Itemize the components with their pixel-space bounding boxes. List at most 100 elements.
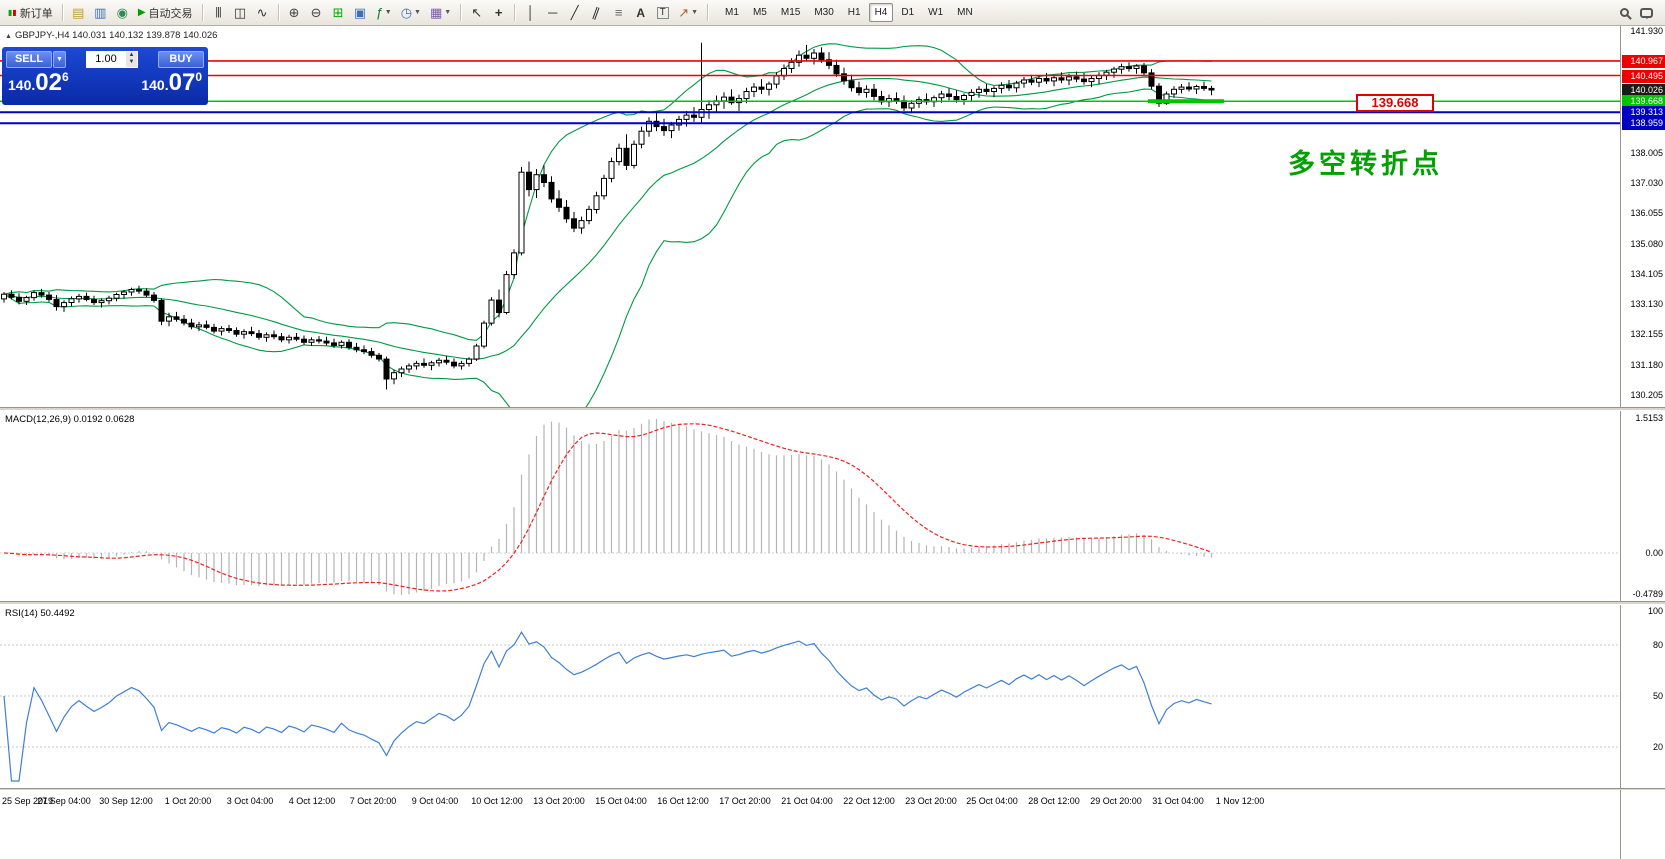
- volume-input[interactable]: [86, 50, 126, 68]
- timeframe-m30[interactable]: M30: [814, 7, 834, 18]
- play-icon: ▶: [137, 6, 146, 18]
- timeframe-h4[interactable]: H4: [868, 3, 894, 22]
- channel-button[interactable]: ∥: [586, 2, 607, 24]
- timeframe-w1[interactable]: W1: [928, 7, 944, 18]
- chevron-down-icon: ▼: [414, 9, 421, 16]
- time-axis-label: 23 Oct 20:00: [905, 796, 957, 806]
- macd-pane[interactable]: [0, 411, 1620, 601]
- line-chart-button[interactable]: ∿: [252, 2, 273, 24]
- price-scale-label: 135.080: [1630, 239, 1663, 249]
- autotrading-label: 自动交易: [148, 7, 193, 20]
- bar-chart-button[interactable]: |||: [208, 2, 229, 24]
- candlestick-chart-button[interactable]: ◫: [230, 2, 251, 24]
- cursor-button[interactable]: ↖: [466, 2, 487, 24]
- chart-annotation-text[interactable]: 多空转折点: [1288, 149, 1443, 179]
- volume-down-button[interactable]: ▼: [128, 59, 135, 65]
- indicator-scale-label: 50: [1652, 691, 1663, 701]
- indicator-scale-label: 100: [1647, 606, 1663, 616]
- price-marker-139.668: 139.668: [1622, 95, 1665, 108]
- order-options-dropdown[interactable]: ▼: [53, 50, 66, 68]
- channel-icon: ∥: [591, 4, 603, 21]
- price-marker-140.495: 140.495: [1622, 70, 1665, 83]
- macd-histogram: [10, 419, 1213, 595]
- main-toolbar: ▮▮ 新订单 ▤ ▥ ◉ ▶ 自动交易 ||| ◫ ∿ ⊕ ⊖ ⊞ ▣ ƒ ▼ ◷…: [0, 0, 1665, 26]
- main-chart[interactable]: [0, 26, 1620, 407]
- template-icon: ▦: [429, 5, 443, 20]
- time-axis[interactable]: 25 Sep 2019 27 Sep 04:00 30 Sep 12:00 1 Oct…: [0, 792, 1620, 859]
- zoom-in-button[interactable]: ⊕: [284, 2, 305, 24]
- vertical-line-button[interactable]: │: [520, 2, 541, 24]
- crosshair-button[interactable]: +: [488, 2, 509, 24]
- sell-button[interactable]: SELL: [6, 50, 52, 68]
- cursor-icon: ↖: [471, 5, 483, 20]
- price-label-box[interactable]: 139.668: [1356, 94, 1434, 112]
- trendline-icon: ╱: [570, 5, 579, 20]
- autotrading-button[interactable]: ▶ 自动交易: [134, 2, 197, 24]
- label-icon: T: [656, 6, 669, 19]
- rsi-pane[interactable]: [0, 605, 1620, 788]
- text-button[interactable]: A: [630, 2, 651, 24]
- search-button[interactable]: [1614, 2, 1635, 24]
- chevron-down-icon: ▼: [384, 9, 392, 16]
- new-order-button[interactable]: ▮▮ 新订单: [4, 2, 57, 24]
- chat-button[interactable]: [1636, 2, 1657, 24]
- timeframe-m5[interactable]: M5: [752, 7, 767, 18]
- indicator-scale-label: 20: [1652, 742, 1663, 752]
- crosshair-icon: +: [494, 5, 503, 20]
- timeframe-d1[interactable]: D1: [901, 7, 915, 18]
- time-axis-label: 25 Oct 04:00: [966, 796, 1018, 806]
- indicator-scale-label: 80: [1652, 640, 1663, 650]
- bar-chart-icon: |||: [215, 6, 222, 18]
- price-scale[interactable]: 141.930 138.005 137.030 136.055 135.080 134.1…: [1620, 26, 1665, 859]
- one-click-trading-panel: SELL ▼ ▲ ▼ BUY 140.026 140.070: [2, 47, 208, 105]
- time-axis-label: 22 Oct 12:00: [843, 796, 895, 806]
- profiles-button[interactable]: ▤: [68, 2, 89, 24]
- volume-up-button[interactable]: ▲: [128, 51, 135, 58]
- tile-windows-icon: ▣: [353, 5, 367, 20]
- bollinger-lower-line: [3, 88, 1212, 407]
- price-scale-label: 137.030: [1630, 178, 1663, 188]
- arrows-button[interactable]: ↗ ▼: [674, 2, 702, 24]
- indicator-scale-label: 1.5153: [1635, 413, 1663, 423]
- symbol-info-line: ▲ GBPJPY-,H4 140.031 140.132 139.878 140.…: [5, 30, 217, 41]
- trendline-button[interactable]: ╱: [564, 2, 585, 24]
- rsi-label: RSI(14) 50.4492: [5, 608, 75, 619]
- timeframe-mn[interactable]: MN: [957, 7, 973, 18]
- timeframe-h1[interactable]: H1: [847, 7, 861, 18]
- market-watch-button[interactable]: ▥: [90, 2, 111, 24]
- timeframe-m15[interactable]: M15: [780, 7, 801, 18]
- indicators-button[interactable]: ƒ ▼: [372, 2, 396, 24]
- clock-icon: ◷: [400, 5, 413, 20]
- fibonacci-button[interactable]: ≡: [608, 2, 629, 24]
- timeframe-toolbar: M1 M5 M15 M30 H1 H4 D1 W1 MN: [719, 3, 979, 22]
- rsi-line: [3, 631, 1212, 782]
- periods-button[interactable]: ◷ ▼: [397, 2, 425, 24]
- time-axis-label: 16 Oct 12:00: [657, 796, 709, 806]
- navigator-button[interactable]: ◉: [112, 2, 133, 24]
- pane-separator[interactable]: [0, 601, 1665, 605]
- axis-separator: [0, 788, 1665, 790]
- horizontal-line-button[interactable]: ─: [542, 2, 563, 24]
- time-axis-label: 30 Sep 12:00: [99, 796, 153, 806]
- grid-icon: ⊞: [332, 5, 344, 20]
- tile-windows-button[interactable]: ▣: [350, 2, 371, 24]
- templates-button[interactable]: ▦ ▼: [426, 2, 455, 24]
- time-axis-label: 4 Oct 12:00: [288, 796, 336, 806]
- text-icon: A: [636, 5, 646, 20]
- buy-button[interactable]: BUY: [158, 50, 204, 68]
- symbol-collapse-icon[interactable]: ▲: [5, 33, 12, 40]
- price-scale-label: 141.930: [1630, 26, 1663, 36]
- price-scale-label: 133.130: [1630, 299, 1663, 309]
- time-axis-label: 9 Oct 04:00: [411, 796, 459, 806]
- zoom-out-button[interactable]: ⊖: [306, 2, 327, 24]
- timeframe-m1[interactable]: M1: [725, 7, 739, 18]
- time-axis-label: 15 Oct 04:00: [595, 796, 647, 806]
- pane-separator[interactable]: [0, 407, 1665, 411]
- candles-mini-icon: ▮▮: [8, 7, 17, 17]
- label-button[interactable]: T: [652, 2, 673, 24]
- macd-label: MACD(12,26,9) 0.0192 0.0628: [5, 414, 135, 425]
- bid-price: 140.026: [8, 69, 69, 96]
- grid-button[interactable]: ⊞: [328, 2, 349, 24]
- price-scale-label: 130.205: [1630, 390, 1663, 400]
- time-axis-label: 29 Oct 20:00: [1090, 796, 1142, 806]
